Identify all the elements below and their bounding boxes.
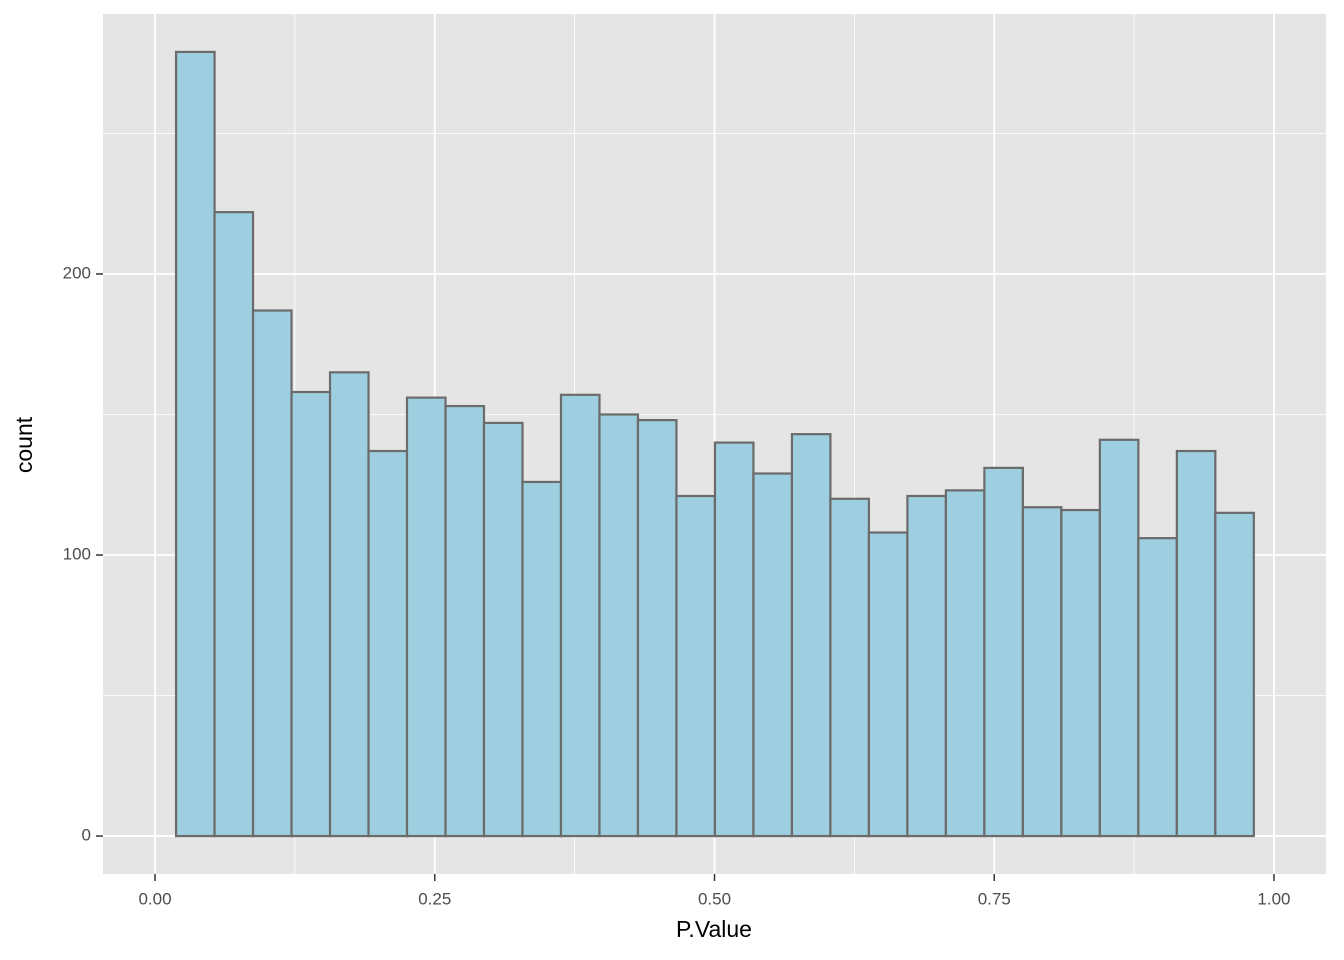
bar [1021, 506, 1063, 838]
bar [444, 404, 486, 838]
bar [598, 413, 640, 838]
bar [251, 309, 293, 838]
bar [367, 449, 409, 838]
bar [213, 211, 255, 838]
y-tick-label: 200 [63, 263, 91, 282]
bar [1214, 511, 1255, 838]
bar [752, 472, 794, 838]
x-tick-label: 1.00 [1257, 889, 1290, 908]
bar [405, 396, 447, 838]
bar [482, 421, 524, 838]
bar [1137, 537, 1178, 838]
bar [790, 433, 832, 838]
bar [521, 480, 563, 838]
bar [1175, 449, 1217, 838]
bar [1098, 438, 1140, 838]
bar [713, 441, 755, 838]
bar [829, 497, 871, 838]
bar [867, 531, 909, 838]
y-tick-label: 100 [63, 544, 91, 563]
bar [636, 419, 678, 838]
bar [944, 489, 986, 838]
y-tick-label: 0 [82, 826, 91, 845]
bar [290, 390, 332, 838]
x-tick-label: 0.75 [978, 889, 1011, 908]
bar [1060, 508, 1101, 838]
x-axis-title: P.Value [676, 916, 752, 942]
x-tick-label: 0.25 [418, 889, 451, 908]
y-axis-title: count [11, 416, 37, 473]
bar [328, 371, 370, 838]
bar [174, 50, 216, 838]
x-tick-label: 0.50 [698, 889, 731, 908]
bar [559, 393, 601, 838]
plot: 0.00 0.25 0.50 0.75 1.00 0 100 200 [63, 14, 1326, 908]
bar [675, 494, 717, 838]
bar [906, 494, 947, 838]
x-tick-label: 0.00 [138, 889, 171, 908]
bar [983, 466, 1024, 838]
